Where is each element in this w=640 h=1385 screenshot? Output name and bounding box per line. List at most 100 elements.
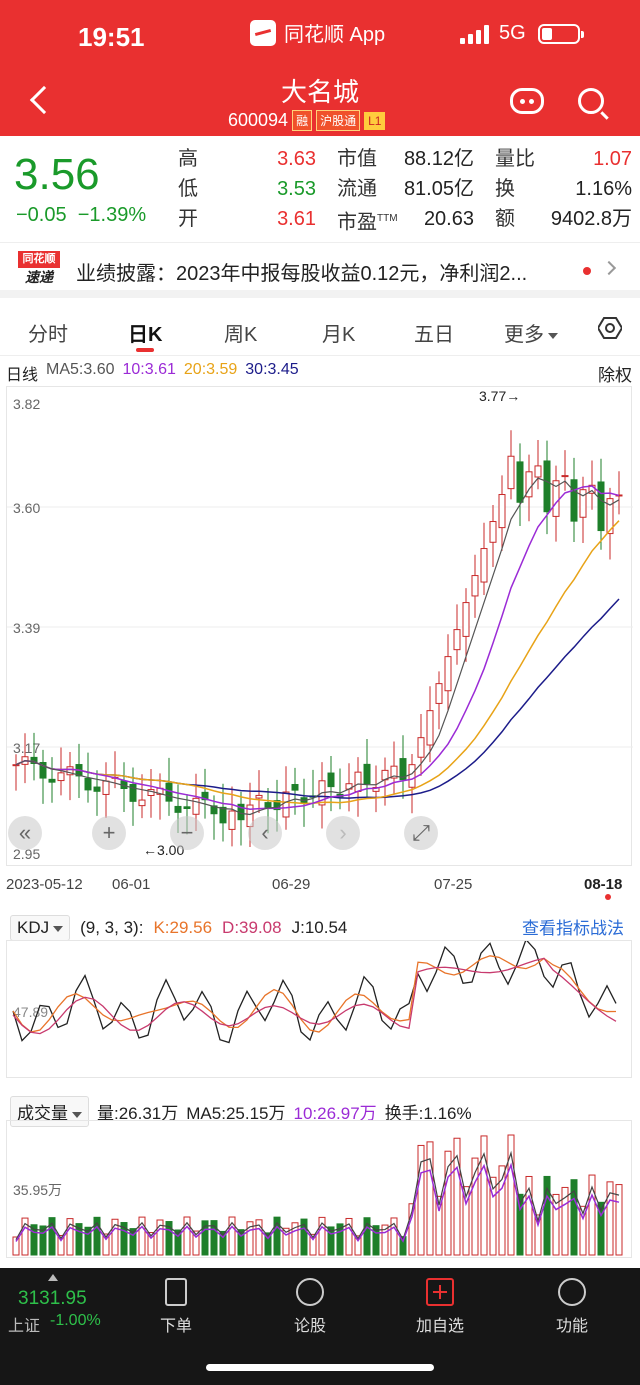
index-percent: -1.00% [50,1312,101,1329]
scroll-right-button[interactable]: › [326,816,360,850]
quote-col-2-labels: 市值 流通 市盈TTM [337,144,398,238]
nav-functions[interactable]: 功能 [532,1278,612,1336]
stock-code-row: 600094 融 沪股通 L1 [228,110,386,131]
settings-hexagon-icon[interactable] [598,316,622,340]
kdj-j-line [12,938,617,1044]
zoom-out-fast-button[interactable]: « [8,816,42,850]
volume-bar [561,1186,569,1256]
candle-body [327,772,335,788]
candle-body [264,802,272,809]
app-logo-icon [250,19,276,46]
volume-bar [552,1193,560,1256]
home-indicator[interactable] [206,1364,434,1371]
quote-col-2-values: 88.12亿 81.05亿 20.63 [394,144,474,234]
volume-bar [426,1141,434,1256]
zoom-in-button[interactable]: + [92,816,126,850]
label-pe-text: 市盈 [337,211,377,234]
date-label: 07-25 [434,876,473,893]
kdj-k: K:29.56 [153,918,213,937]
ma20-value: 20:3.59 [183,361,238,378]
tab-weekly[interactable]: 周K [224,324,258,346]
scroll-left-button[interactable]: ‹ [248,816,282,850]
volume-bar [381,1224,389,1256]
expand-up-icon[interactable] [48,1274,58,1281]
period-tabs: 分时 日K 周K 月K 五日 更多 [0,304,640,356]
nav-order[interactable]: 下单 [136,1278,216,1336]
volume-bar [30,1224,38,1256]
candle-body [579,489,587,518]
volume-bar [309,1233,317,1256]
quote-col-3-labels: 量比 换 额 [495,144,535,234]
candle-body [102,780,110,795]
candle-body [516,461,524,503]
price-change: −0.05 −1.39% [16,204,146,227]
search-icon[interactable] [578,88,604,114]
kdj-indicator-select[interactable]: KDJ [10,915,71,941]
candle-body [255,794,263,799]
robot-icon[interactable] [510,88,544,114]
ex-rights-toggle[interactable]: 除权 [598,366,632,385]
tab-more[interactable]: 更多 [504,318,558,347]
tab-monthly[interactable]: 月K [322,324,356,346]
y-tick: 3.17 [13,740,40,756]
indicator-strategy-link[interactable]: 查看指标战法 [522,919,624,938]
volume-bar [66,1218,74,1256]
volume-bar [327,1226,335,1256]
volume-bar [246,1221,254,1256]
volume-bar [255,1219,263,1256]
volume-bar [102,1233,110,1256]
nav-order-label: 下单 [159,1318,192,1335]
volume-chart[interactable]: 35.95万 [6,1120,632,1258]
battery-icon [537,23,584,44]
kline-chart[interactable]: 3.82 3.60 3.39 3.17 2.95 3.77→ ←3.00 [6,386,633,866]
value-high: 3.63 [277,148,316,170]
kdj-chart[interactable]: 47.89 [6,938,632,1078]
status-app[interactable]: 同花顺 App [250,18,385,47]
volume-bar [183,1216,191,1256]
active-tab-indicator [136,348,154,352]
index-name: 上证 [8,1318,41,1335]
kdj-svg: 47.89 [12,938,617,1044]
status-app-label: 同花顺 App [284,24,386,46]
value-low: 3.53 [277,178,316,200]
label-high: 高 [178,148,198,170]
volume-bar [147,1232,155,1256]
chevron-down-icon [548,332,558,339]
kdj-d: D:39.08 [222,918,282,937]
chevron-down-icon [72,1111,82,1118]
candle-body [282,791,290,818]
stock-name: 大名城 [280,77,359,107]
label-pe-ttm: TTM [377,213,398,224]
current-date-dot-icon [605,894,611,900]
news-text: 业绩披露：2023年中报每股收益0.12元，净利润2... [76,263,528,285]
nav-discuss[interactable]: 论股 [270,1278,350,1336]
news-logo: 同花顺 速递 [18,251,60,289]
volume-bar [75,1223,83,1256]
volume-bar [192,1230,200,1256]
volume-name: 成交量 [17,1104,68,1123]
kdj-name: KDJ [17,918,50,937]
tab-five-day[interactable]: 五日 [414,324,454,346]
volume-bar [471,1157,479,1256]
volume-ma10: 10:26.97万 [293,1104,377,1123]
status-time: 19:51 [78,22,145,52]
tab-daily[interactable]: 日K [128,324,163,346]
change-percent: −1.39% [77,204,147,226]
tab-intraday[interactable]: 分时 [28,324,68,346]
news-logo-top: 同花顺 [18,251,60,268]
index-value[interactable]: 3131.95 [18,1288,87,1309]
volume-bar [21,1217,29,1256]
nav-add-watchlist[interactable]: 加自选 [400,1278,480,1336]
volume-bar [219,1230,227,1256]
fullscreen-icon[interactable]: ⤢ [404,816,438,850]
candle-body [408,764,416,788]
candle-body [66,766,74,776]
volume-bar [84,1226,92,1256]
candle-body [39,762,47,779]
zoom-out-button[interactable]: − [170,816,204,850]
volume-indicator-select[interactable]: 成交量 [10,1096,89,1127]
value-turnover: 1.16% [575,178,632,200]
volume-bar [156,1219,164,1256]
news-ticker[interactable]: 同花顺 速递 业绩披露：2023年中报每股收益0.12元，净利润2... [0,242,640,298]
candle-body [471,575,479,597]
